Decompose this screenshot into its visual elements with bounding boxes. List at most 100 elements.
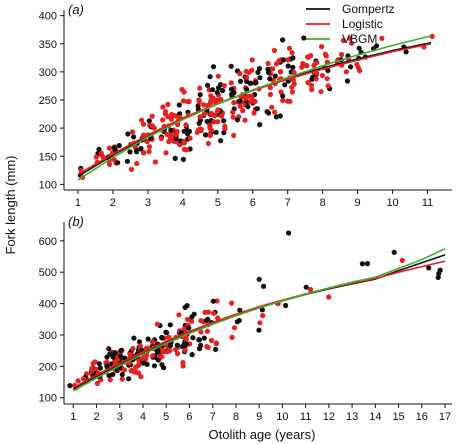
data-point	[234, 117, 240, 123]
data-point	[204, 328, 210, 334]
data-point	[244, 74, 250, 80]
x-tick-label-a: 11	[422, 197, 433, 209]
data-point	[391, 249, 397, 255]
data-point	[180, 359, 186, 366]
data-point	[186, 98, 192, 104]
data-point	[124, 158, 130, 164]
data-point	[289, 50, 295, 56]
data-point	[245, 93, 251, 99]
data-point	[305, 80, 311, 86]
data-point	[159, 335, 165, 341]
data-point	[189, 314, 195, 320]
curve-logistic-b	[72, 260, 446, 389]
x-tick-label-b: 8	[233, 411, 239, 423]
data-point	[211, 310, 217, 316]
data-point	[244, 86, 250, 93]
data-point	[213, 340, 219, 346]
data-point	[201, 111, 207, 117]
data-point	[180, 98, 186, 104]
data-point	[307, 286, 314, 293]
data-point	[198, 318, 204, 324]
data-point	[165, 114, 171, 120]
curve-vbgm-b	[72, 247, 446, 392]
data-point	[290, 77, 297, 83]
data-point	[347, 35, 353, 41]
data-point	[173, 132, 179, 138]
data-point	[134, 148, 140, 154]
data-point	[231, 325, 238, 331]
data-point	[96, 361, 102, 367]
data-point	[265, 60, 271, 67]
data-point	[97, 365, 103, 371]
data-point	[210, 298, 216, 304]
data-point	[106, 145, 113, 151]
data-point	[93, 366, 99, 372]
data-point	[173, 135, 179, 141]
data-point	[357, 68, 363, 74]
data-point	[277, 113, 283, 119]
data-point	[237, 98, 243, 104]
x-tick-label-a: 8	[320, 197, 326, 209]
data-point	[196, 120, 202, 126]
data-point	[131, 335, 137, 341]
data-point	[249, 67, 255, 73]
data-point	[319, 44, 325, 50]
y-tick-label-b: 100	[39, 393, 57, 405]
data-point	[245, 104, 251, 110]
data-point	[285, 63, 291, 69]
data-point	[356, 45, 362, 51]
data-point	[204, 118, 210, 125]
data-point	[189, 352, 195, 358]
data-point	[129, 129, 136, 135]
data-point	[149, 339, 155, 345]
data-point	[197, 114, 203, 120]
data-point	[196, 99, 202, 105]
data-point	[133, 364, 139, 370]
data-point	[210, 87, 216, 93]
data-point	[176, 312, 182, 318]
data-point	[141, 360, 147, 366]
data-point	[197, 92, 203, 98]
x-tick-label-a: 3	[145, 197, 151, 209]
data-point	[281, 57, 287, 63]
y-tick-label-a: 200	[39, 123, 57, 135]
x-tick-label-a: 4	[180, 197, 186, 209]
data-point	[106, 346, 112, 352]
x-tick-label-b: 7	[210, 411, 216, 423]
data-point	[174, 351, 181, 357]
data-point	[230, 109, 236, 115]
data-point	[110, 354, 116, 360]
data-point	[229, 300, 235, 306]
legend-label-gompertz: Gompertz	[342, 2, 395, 16]
data-point	[436, 270, 442, 277]
data-point	[221, 118, 227, 124]
data-point	[280, 97, 286, 104]
y-tick-label-a: 150	[39, 151, 57, 163]
data-point	[214, 89, 220, 96]
data-point	[140, 121, 147, 127]
data-point	[131, 134, 137, 140]
panel-a: 100 150 200 250 300 350 400 1 2 3 4 5 6 7 8 9 10 11 (a)	[39, 2, 452, 209]
data-point	[183, 122, 189, 128]
data-point	[267, 85, 273, 91]
x-tick-label-a: 2	[110, 197, 116, 209]
data-point	[121, 367, 127, 373]
data-point	[222, 126, 228, 132]
data-point	[218, 138, 224, 144]
data-point	[201, 102, 207, 108]
data-point	[119, 371, 125, 378]
data-point	[213, 129, 219, 135]
data-point	[134, 160, 140, 167]
data-point	[93, 154, 99, 160]
data-point	[161, 365, 167, 371]
data-point	[242, 117, 248, 123]
data-point	[340, 37, 346, 44]
data-point	[379, 35, 385, 41]
data-point	[215, 73, 221, 79]
data-point	[208, 93, 214, 99]
data-point	[325, 83, 331, 89]
data-point	[112, 350, 118, 356]
data-point	[80, 376, 86, 382]
x-tick-label-a: 6	[250, 197, 256, 209]
x-tick-label-b: 15	[392, 411, 404, 423]
